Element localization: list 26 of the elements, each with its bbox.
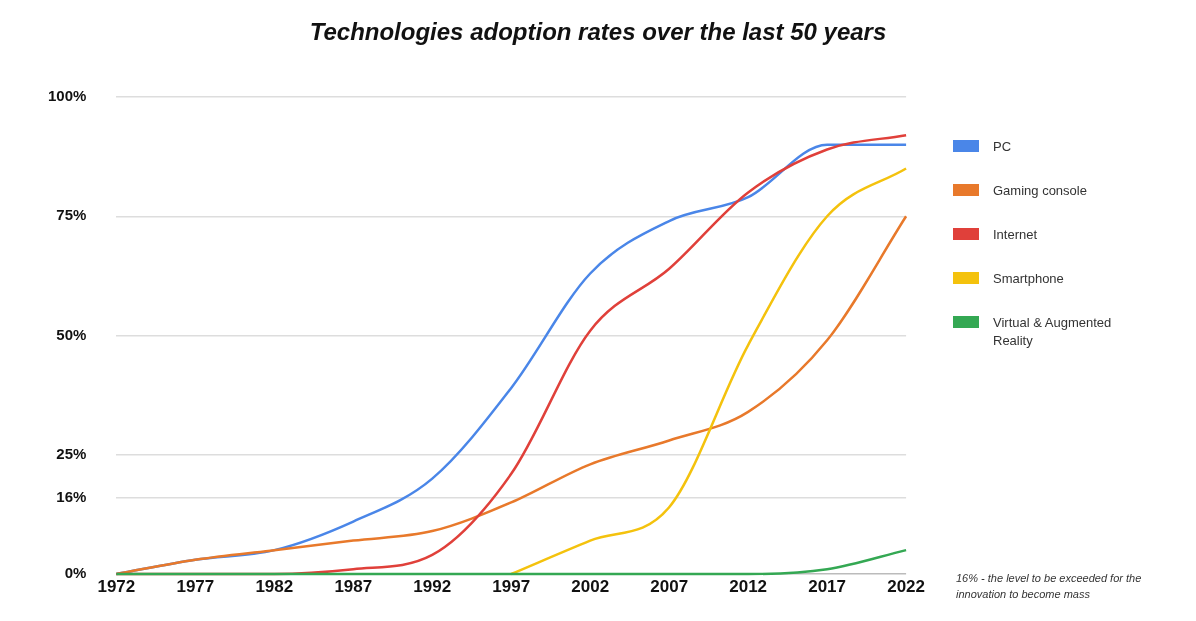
text: 16% - the level to be exceeded for the innovation to become mass	[956, 571, 1143, 602]
x-tick-label: 2012	[729, 576, 768, 596]
legend-label: PC	[993, 138, 1013, 156]
chart-title: Technologies adoption rates over the last 50 years	[308, 18, 888, 46]
x-tick-label: 1992	[413, 576, 452, 596]
legend-label: Smartphone	[993, 270, 1065, 288]
x-tick-label: 1987	[334, 576, 373, 596]
y-tick-label: 0%	[64, 564, 87, 582]
x-tick-label: 1997	[492, 576, 531, 596]
x-tick-label: 1982	[255, 576, 294, 596]
x-tick-label: 2022	[887, 576, 925, 596]
x-tick-label: 2002	[571, 576, 610, 596]
x-tick-label: 2007	[650, 576, 689, 596]
line-series	[509, 167, 908, 576]
legend-label: Internet	[993, 226, 1039, 244]
line-series	[115, 215, 908, 576]
y-tick-label: 50%	[56, 325, 87, 343]
x-tick-label: 1977	[176, 576, 215, 596]
x-tick-label: 1972	[97, 576, 136, 596]
x-tick-label: 2017	[808, 576, 847, 596]
legend-label: Virtual & Augmented Reality	[993, 314, 1113, 350]
y-tick-label: 16%	[56, 487, 87, 505]
legend-label: Gaming console	[993, 182, 1088, 200]
y-tick-label: 25%	[56, 444, 87, 462]
y-tick-label: 100%	[47, 87, 87, 105]
y-tick-label: 75%	[56, 206, 87, 224]
